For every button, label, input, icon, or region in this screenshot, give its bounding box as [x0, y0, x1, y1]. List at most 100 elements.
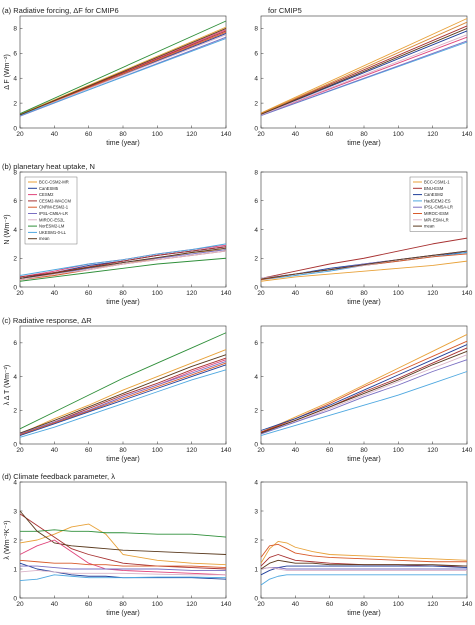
series-line-bcc-csm2-mr	[19, 249, 227, 281]
x-tick-label: 100	[152, 447, 163, 454]
series-line-8	[19, 360, 227, 435]
legend-label: MIROC-ESM	[424, 211, 449, 216]
series-line-8	[260, 559, 468, 570]
y-tick-label: 6	[254, 51, 258, 58]
x-tick-label: 40	[292, 131, 300, 138]
legend-label: MPI-ESM-LR	[424, 217, 449, 222]
legend-label: NorESM2-LM	[39, 224, 65, 229]
legend-label: CESM2	[39, 192, 54, 197]
x-tick-label: 60	[326, 447, 334, 454]
series-line-10	[19, 570, 226, 576]
series-line-ukesm1-0-ll	[19, 243, 227, 276]
x-tick-label: 20	[16, 290, 24, 297]
y-tick-label: 2	[254, 408, 258, 415]
legend-label: MIROC-ES2L	[39, 217, 65, 222]
series-line-miroc-es2l	[19, 250, 227, 281]
legend-box	[409, 176, 463, 232]
x-tick-label: 60	[85, 601, 93, 608]
y-tick-label: 0	[254, 284, 258, 291]
series-line-5	[260, 567, 467, 570]
y-tick-label: 0	[13, 595, 17, 602]
y-tick-label: 4	[13, 76, 17, 83]
series-line-3	[20, 529, 227, 538]
y-tick-label: 6	[13, 340, 17, 347]
series-line-6	[260, 40, 468, 116]
y-axis-label: λ Δ T (Wm⁻²)	[4, 365, 11, 406]
y-tick-label: 0	[254, 125, 258, 132]
series-line-2	[19, 513, 227, 570]
series-line-8	[19, 20, 227, 115]
series-line-9	[19, 362, 227, 436]
panel-title: (d) Climate feedback parameter, λ	[2, 472, 115, 481]
y-tick-label: 3	[254, 508, 258, 515]
panel-c5: 20 40 60 80 100 120 140 0 2 4 6 time (year)	[254, 325, 473, 463]
x-tick-label: 20	[16, 601, 24, 608]
y-tick-label: 0	[254, 595, 258, 602]
y-tick-label: 6	[254, 198, 258, 205]
y-axis-label: λ (Wm⁻²K⁻¹)	[4, 520, 11, 559]
series-line-1	[19, 332, 227, 430]
panel-d6: 20 40 60 80 100 120 140 0 1 2 3 4 time (year) λ (Wm⁻²…	[2, 472, 232, 617]
y-tick-label: 2	[254, 100, 258, 107]
series-line-6	[260, 567, 467, 571]
series-line-3	[260, 344, 468, 431]
y-axis-label: Δ F (Wm⁻²)	[4, 54, 11, 90]
x-tick-label: 140	[221, 601, 232, 608]
panel-c6: 20 40 60 80 100 120 140 0 2 4 6 time (year) λ Δ T (W…	[2, 316, 232, 463]
series-line-4	[19, 357, 227, 435]
x-tick-label: 20	[16, 131, 24, 138]
x-tick-label: 100	[152, 131, 163, 138]
panel-b6: 20 40 60 80 100 120 140 0 2 4 6 8 time (year) N (Wm⁻²…	[2, 162, 232, 306]
x-tick-label: 40	[51, 131, 59, 138]
y-tick-label: 2	[254, 537, 258, 544]
x-tick-label: 100	[393, 290, 404, 297]
x-axis-label: time (year)	[347, 610, 380, 617]
axes-box	[19, 325, 227, 445]
legend-label: IPSL-CM6A-LR	[39, 211, 68, 216]
y-tick-label: 6	[254, 340, 258, 347]
series-line-9	[260, 28, 468, 115]
x-tick-label: 80	[119, 290, 127, 297]
series-line-3	[19, 354, 227, 434]
legend-label: HadGEM2-ES	[424, 198, 451, 203]
x-tick-label: 80	[119, 447, 127, 454]
series-line-bnu-esm	[260, 237, 468, 279]
series-line-9	[19, 559, 227, 568]
legend-label: BNU-ESM	[424, 186, 444, 191]
series-line-7	[19, 574, 227, 582]
series-line-7	[260, 359, 468, 435]
x-tick-label: 40	[51, 290, 59, 297]
series-line-1	[19, 26, 227, 115]
legend-label: mean	[424, 224, 435, 229]
y-tick-label: 4	[254, 374, 258, 381]
panel-title: (c) Radiative response, ΔR	[2, 316, 92, 325]
x-tick-label: 80	[119, 601, 127, 608]
y-tick-label: 1	[254, 566, 258, 573]
x-tick-label: 80	[360, 131, 368, 138]
x-axis-label: time (year)	[106, 456, 139, 463]
y-tick-label: 0	[13, 284, 17, 291]
legend-label: CNRM-ESM2-1	[39, 205, 69, 210]
x-axis-label: time (year)	[106, 299, 139, 306]
legend-label: mean	[39, 236, 50, 241]
series-line-noresm2-lm	[19, 257, 227, 282]
legend-label: UKESM1-0-LL	[39, 230, 67, 235]
x-tick-label: 20	[257, 601, 265, 608]
panel-b5: 20 40 60 80 100 120 140 0 2 4 6 8 time (year) BCC-CSM…	[254, 169, 472, 306]
x-axis-label: time (year)	[347, 299, 380, 306]
y-tick-label: 4	[254, 479, 258, 486]
x-tick-label: 100	[152, 601, 163, 608]
series-line-4	[260, 25, 468, 115]
y-tick-label: 2	[13, 100, 17, 107]
legend-label: BCC-CSM1-1	[424, 180, 450, 185]
y-tick-label: 0	[13, 125, 17, 132]
x-tick-label: 80	[360, 601, 368, 608]
x-tick-label: 120	[427, 131, 438, 138]
x-tick-label: 100	[393, 131, 404, 138]
legend-label: CanESM2	[424, 192, 444, 197]
panel-a6: 20 40 60 80 100 120 140 0 2 4 6 8 time (year) Δ F (Wm…	[2, 6, 232, 147]
col-title-cmip5: for CMIP5	[268, 6, 302, 15]
series-line-7	[19, 34, 227, 116]
axes-box	[260, 481, 468, 599]
